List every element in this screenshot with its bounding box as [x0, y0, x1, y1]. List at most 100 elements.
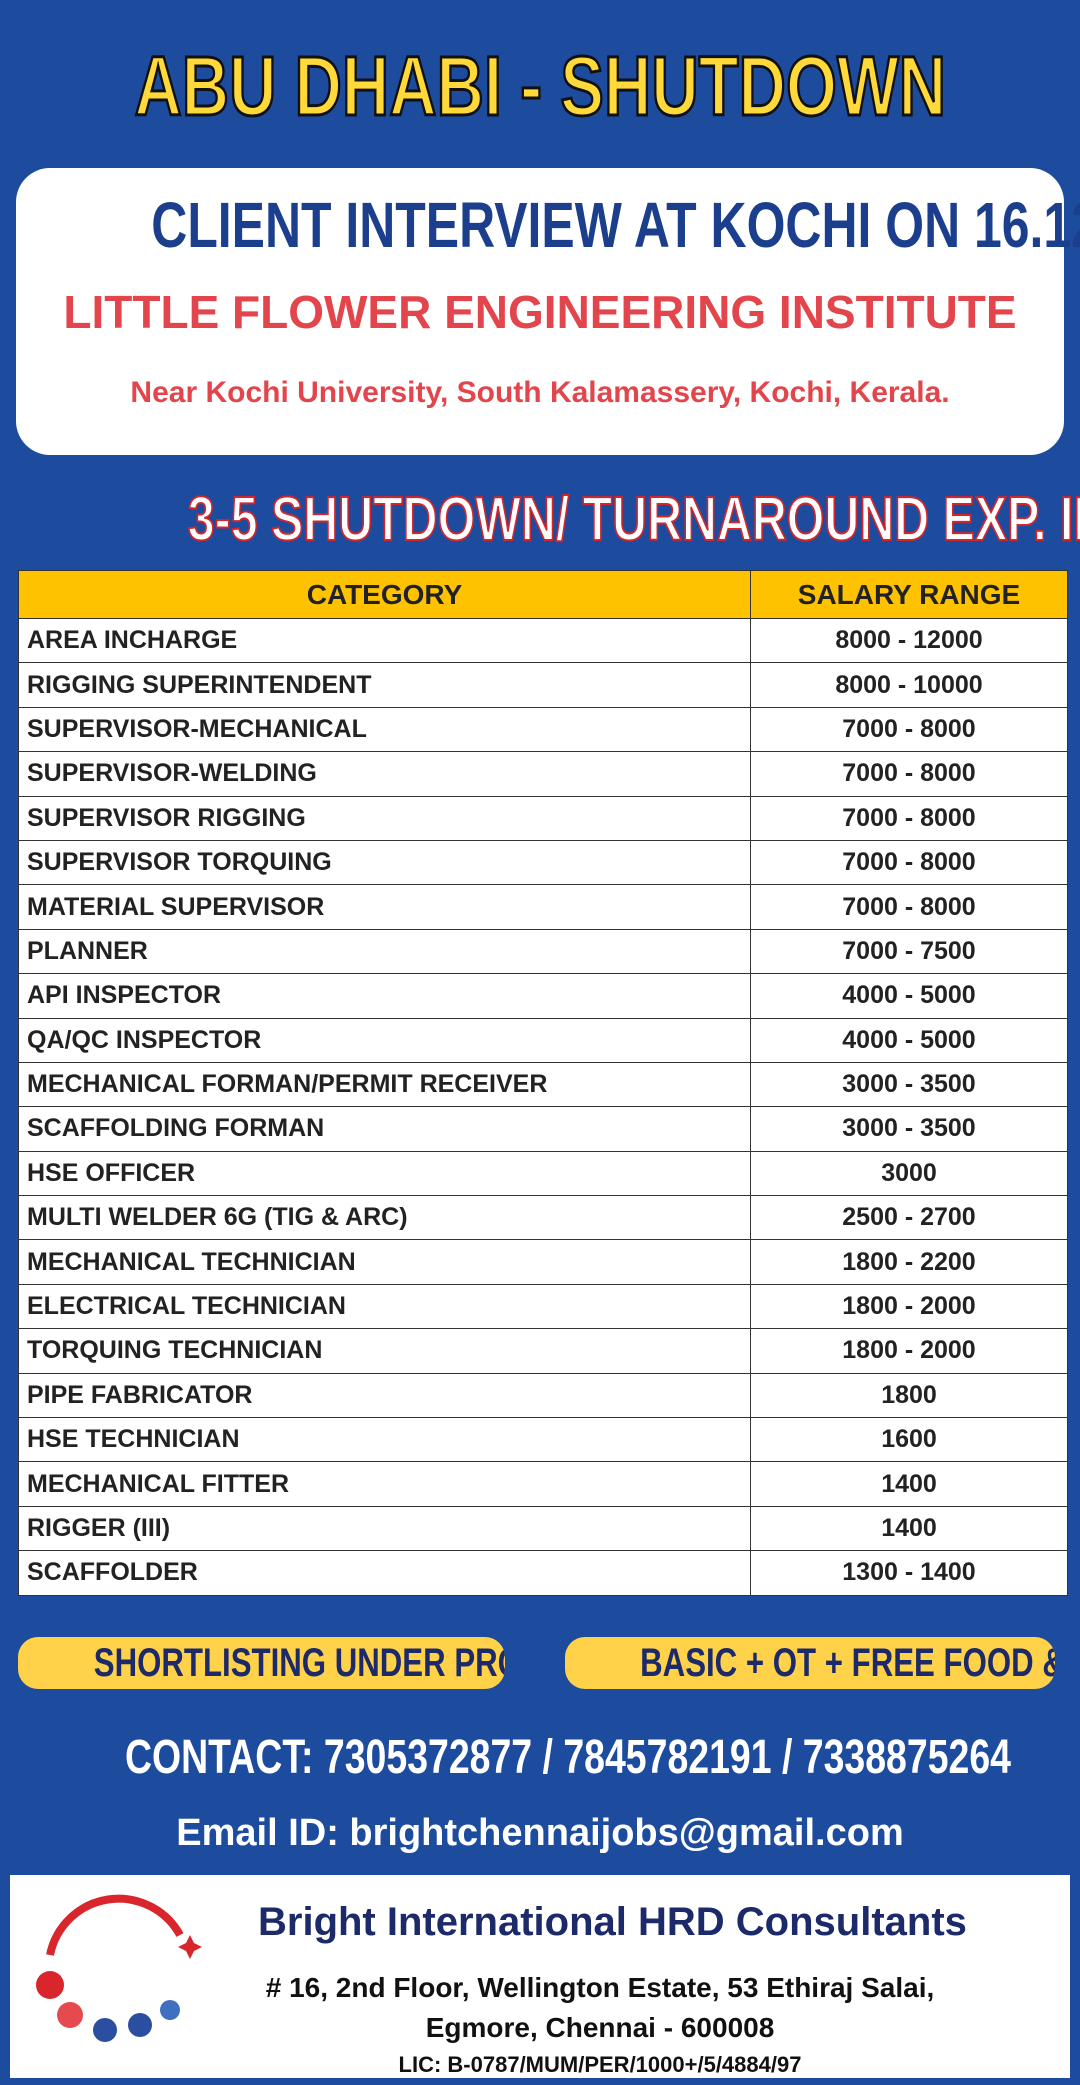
badge-text: BASIC + OT + FREE FOOD & ACCO.	[640, 1641, 1055, 1685]
salary-cell: 7000 - 7500	[750, 928, 1068, 975]
table-row: PIPE FABRICATOR 1800	[18, 1372, 1068, 1419]
logo	[36, 1894, 202, 2042]
table-body: AREA INCHARGE 8000 - 12000 RIGGING SUPERIN…	[18, 617, 1068, 1596]
logo-figure	[57, 2002, 83, 2028]
salary-cell: 7000 - 8000	[750, 884, 1068, 930]
salary-cell: 7000 - 8000	[750, 706, 1068, 753]
salary-cell: 2500 - 2700	[750, 1195, 1068, 1241]
salary-cell: 7000 - 8000	[750, 795, 1068, 841]
salary-cell: 4000 - 5000	[750, 973, 1068, 1019]
company-address: Egmore, Chennai - 600008	[425, 2012, 775, 2043]
table-row: AREA INCHARGE 8000 - 12000	[18, 617, 1068, 664]
category-cell: MECHANICAL FORMAN/PERMIT RECEIVER	[18, 1061, 751, 1108]
category-cell: HSE TECHNICIAN	[18, 1417, 751, 1463]
salary-cell: 1300 - 1400	[750, 1550, 1068, 1596]
table-row: API INSPECTOR 4000 - 5000	[18, 973, 1068, 1019]
category-cell: HSE OFFICER	[18, 1150, 751, 1197]
salary-cell: 7000 - 8000	[750, 839, 1068, 886]
table-row: SUPERVISOR RIGGING 7000 - 8000	[18, 795, 1068, 841]
salary-table: CATEGORY SALARY RANGE AREA INCHARGE 8000 -…	[18, 570, 1068, 1596]
salary-cell: 7000 - 8000	[750, 751, 1068, 797]
table-row: MECHANICAL FITTER 1400	[18, 1461, 1068, 1507]
institute: LITTLE FLOWER ENGINEERING INSTITUTE	[63, 286, 1017, 338]
table-row: QA/QC INSPECTOR 4000 - 5000	[18, 1017, 1068, 1063]
salary-cell: 4000 - 5000	[750, 1017, 1068, 1063]
table-row: MECHANICAL TECHNICIAN 1800 - 2200	[18, 1239, 1068, 1285]
table-row: RIGGING SUPERINTENDENT 8000 - 10000	[18, 662, 1068, 708]
category-cell: MULTI WELDER 6G (TIG & ARC)	[18, 1195, 751, 1241]
interview-title-text: CLIENT INTERVIEW AT KOCHI ON 16.12.2025	[151, 189, 1080, 261]
category-cell: SCAFFOLDING FORMAN	[18, 1106, 751, 1152]
salary-cell: 1400	[750, 1461, 1068, 1507]
contact-text: CONTACT: 7305372877 / 7845782191 / 73388…	[124, 1731, 1011, 1784]
logo-figure	[93, 2018, 117, 2042]
company-name: Bright International HRD Consultants	[258, 1900, 967, 1944]
table-row: SCAFFOLDING FORMAN 3000 - 3500	[18, 1106, 1068, 1152]
category-cell: PLANNER	[18, 928, 751, 975]
salary-cell: 3000	[750, 1150, 1068, 1197]
table-row: SUPERVISOR-WELDING 7000 - 8000	[18, 751, 1068, 797]
company-address: # 16, 2nd Floor, Wellington Estate, 53 E…	[265, 1972, 935, 2003]
salary-cell: 1800 - 2200	[750, 1239, 1068, 1285]
category-cell: AREA INCHARGE	[18, 617, 751, 664]
column-header: SALARY RANGE	[750, 570, 1068, 619]
logo-figure	[160, 2000, 180, 2020]
logo-arc	[46, 1894, 184, 1956]
category-cell: ELECTRICAL TECHNICIAN	[18, 1283, 751, 1330]
category-cell: MATERIAL SUPERVISOR	[18, 884, 751, 930]
table-row: HSE OFFICER 3000	[18, 1150, 1068, 1197]
institute-address: Near Kochi University, South Kalamassery…	[130, 376, 950, 409]
category-cell: TORQUING TECHNICIAN	[18, 1328, 751, 1374]
logo-star	[178, 1935, 202, 1959]
category-cell: MECHANICAL TECHNICIAN	[18, 1239, 751, 1285]
table-row: ELECTRICAL TECHNICIAN 1800 - 2000	[18, 1283, 1068, 1330]
salary-cell: 8000 - 12000	[750, 617, 1068, 664]
table-row: HSE TECHNICIAN 1600	[18, 1417, 1068, 1463]
category-cell: SUPERVISOR TORQUING	[18, 839, 751, 886]
category-cell: RIGGER (III)	[18, 1505, 751, 1552]
license: LIC: B-0787/MUM/PER/1000+/5/4884/97	[398, 2052, 802, 2077]
salary-cell: 1800	[750, 1372, 1068, 1419]
header-row: CATEGORY SALARY RANGE	[18, 570, 1068, 619]
category-cell: SUPERVISOR-WELDING	[18, 751, 751, 797]
table-row: MATERIAL SUPERVISOR 7000 - 8000	[18, 884, 1068, 930]
table-row: SUPERVISOR TORQUING 7000 - 8000	[18, 839, 1068, 886]
salary-cell: 1400	[750, 1505, 1068, 1552]
salary-cell: 1800 - 2000	[750, 1283, 1068, 1330]
logo-figure	[128, 2013, 152, 2037]
salary-cell: 8000 - 10000	[750, 662, 1068, 708]
title-text: ABU DHABI - SHUTDOWN	[133, 38, 947, 135]
table-row: SCAFFOLDER 1300 - 1400	[18, 1550, 1068, 1596]
salary-cell: 1600	[750, 1417, 1068, 1463]
category-cell: RIGGING SUPERINTENDENT	[18, 662, 751, 708]
category-cell: SUPERVISOR-MECHANICAL	[18, 706, 751, 753]
footer	[10, 1875, 1070, 2078]
category-cell: SUPERVISOR RIGGING	[18, 795, 751, 841]
requirement-text: 3-5 SHUTDOWN/ TURNAROUND EXP. IN OIL & G…	[187, 484, 1080, 555]
interview-box	[16, 168, 1064, 455]
badge: BASIC + OT + FREE FOOD & ACCO.	[565, 1637, 1055, 1689]
contact: CONTACT: 7305372877 / 7845782191 / 73388…	[0, 1730, 1080, 1785]
table-row: PLANNER 7000 - 7500	[18, 928, 1068, 975]
salary-cell: 3000 - 3500	[750, 1106, 1068, 1152]
title: ABU DHABI - SHUTDOWN	[0, 38, 1080, 135]
table-row: MULTI WELDER 6G (TIG & ARC) 2500 - 2700	[18, 1195, 1068, 1241]
email: Email ID: brightchennaijobs@gmail.com	[176, 1812, 904, 1854]
category-cell: MECHANICAL FITTER	[18, 1461, 751, 1507]
category-cell: PIPE FABRICATOR	[18, 1372, 751, 1419]
table-row: SUPERVISOR-MECHANICAL 7000 - 8000	[18, 706, 1068, 753]
requirement: 3-5 SHUTDOWN/ TURNAROUND EXP. IN OIL & G…	[0, 484, 1080, 555]
badge-text: SHORTLISTING UNDER PROGRESS	[93, 1641, 505, 1685]
logo-figure	[36, 1971, 64, 1999]
interview-title: CLIENT INTERVIEW AT KOCHI ON 16.12.2025	[0, 188, 1080, 262]
category-cell: API INSPECTOR	[18, 973, 751, 1019]
table-row: TORQUING TECHNICIAN 1800 - 2000	[18, 1328, 1068, 1374]
table-row: RIGGER (III) 1400	[18, 1505, 1068, 1552]
salary-cell: 1800 - 2000	[750, 1328, 1068, 1374]
column-header: CATEGORY	[18, 570, 751, 619]
badge: SHORTLISTING UNDER PROGRESS	[18, 1637, 505, 1689]
salary-cell: 3000 - 3500	[750, 1061, 1068, 1108]
category-cell: QA/QC INSPECTOR	[18, 1017, 751, 1063]
category-cell: SCAFFOLDER	[18, 1550, 751, 1596]
